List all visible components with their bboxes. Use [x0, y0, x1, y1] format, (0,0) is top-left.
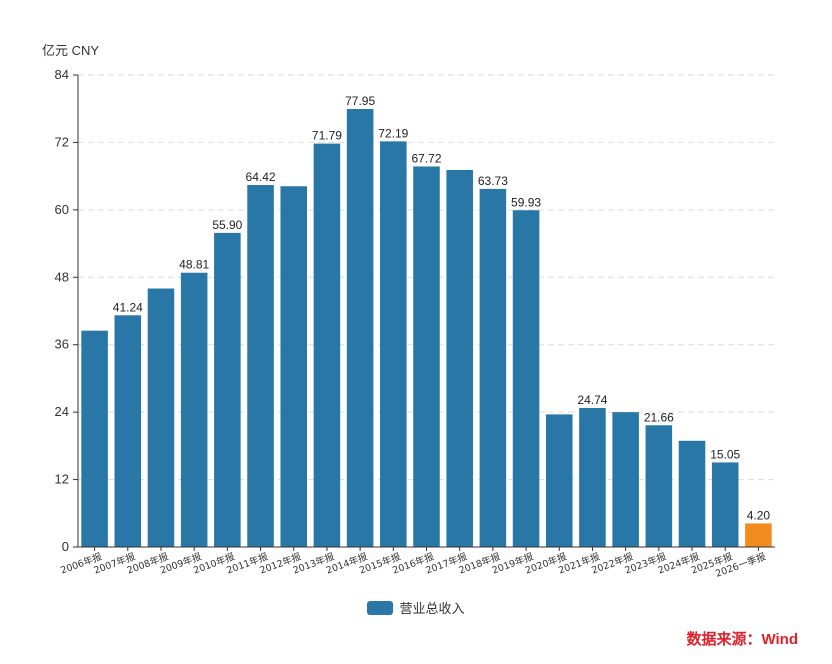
- data-label: 24.74: [577, 393, 607, 407]
- bar: [711, 462, 739, 547]
- legend-swatch: [367, 600, 394, 615]
- data-label: 63.73: [478, 174, 508, 188]
- data-label: 77.95: [345, 94, 375, 108]
- bar: [545, 414, 573, 547]
- data-label: 67.72: [411, 151, 441, 165]
- data-label: 4.20: [747, 508, 771, 522]
- y-tick-label: 48: [55, 269, 69, 284]
- bar: [313, 143, 341, 547]
- bar: [612, 412, 639, 547]
- data-label-layer: 41.24 48.81 55.90 64.42 71.79 77.95 72.1967.72…: [113, 94, 771, 522]
- y-unit-label: 亿元 CNY: [42, 43, 100, 58]
- bar-layer: [81, 108, 772, 548]
- y-tick-label: 24: [55, 404, 69, 419]
- bar: [413, 166, 440, 547]
- bar: [678, 440, 706, 547]
- data-label: 15.05: [710, 447, 740, 461]
- bar: [114, 315, 142, 547]
- y-tick-label: 72: [55, 134, 69, 149]
- source-text: 数据来源：Wind: [686, 631, 798, 648]
- bar: [346, 108, 374, 547]
- data-label: 55.90: [212, 218, 242, 232]
- bar: [579, 407, 606, 547]
- bar: [214, 232, 241, 547]
- bar: [512, 210, 540, 547]
- bar: [645, 425, 673, 547]
- data-label: 59.93: [511, 195, 541, 209]
- y-tick-label: 60: [55, 202, 69, 217]
- data-label: 64.42: [246, 170, 276, 184]
- bar: [380, 141, 407, 547]
- bar: [745, 523, 772, 547]
- bar: [280, 186, 308, 547]
- legend-label: 营业总收入: [399, 601, 465, 616]
- data-label: 72.19: [378, 126, 408, 140]
- bar: [247, 185, 274, 548]
- legend[interactable]: 营业总收入: [0, 598, 832, 617]
- bar: [81, 330, 108, 547]
- bar: [180, 272, 208, 547]
- revenue-bar-chart: 41.24 48.81 55.90 64.42 71.79 77.95 72.1967.72…: [55, 67, 775, 580]
- data-label: 71.79: [312, 129, 342, 143]
- y-tick-label: 0: [62, 539, 69, 554]
- bar: [446, 169, 473, 547]
- data-label: 41.24: [113, 300, 143, 314]
- bar: [147, 288, 175, 547]
- y-tick-label: 84: [55, 67, 69, 82]
- data-label: 21.66: [644, 410, 674, 424]
- y-tick-label: 36: [55, 337, 69, 352]
- bar: [479, 188, 507, 547]
- data-label: 48.81: [179, 258, 209, 272]
- y-tick-label: 12: [55, 472, 69, 487]
